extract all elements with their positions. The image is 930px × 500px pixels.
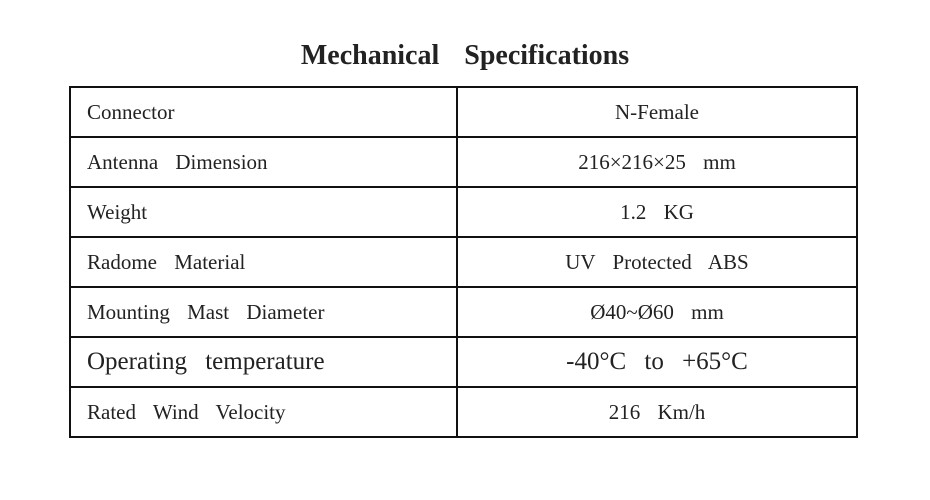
spec-row: Operating temperature -40°C to +65°C [69, 336, 858, 388]
spec-label: Antenna Dimension [69, 136, 458, 188]
spec-value: 216×216×25 mm [456, 136, 858, 188]
spec-label: Rated Wind Velocity [69, 386, 458, 438]
spec-label: Operating temperature [69, 336, 458, 388]
title: Mechanical Specifications [300, 40, 630, 71]
spec-label: Mounting Mast Diameter [69, 286, 458, 338]
spec-label: Connector [69, 86, 458, 138]
spec-value: Ø40~Ø60 mm [456, 286, 858, 338]
spec-row: Rated Wind Velocity 216 Km/h [69, 386, 858, 438]
spec-table: Connector N-Female Antenna Dimension 216×21… [69, 86, 858, 438]
spec-value: UV Protected ABS [456, 236, 858, 288]
spec-value: 1.2 KG [456, 186, 858, 238]
spec-row: Antenna Dimension 216×216×25 mm [69, 136, 858, 188]
spec-row: Weight 1.2 KG [69, 186, 858, 238]
spec-value: 216 Km/h [456, 386, 858, 438]
spec-row: Mounting Mast Diameter Ø40~Ø60 mm [69, 286, 858, 338]
spec-row: Radome Material UV Protected ABS [69, 236, 858, 288]
spec-value: -40°C to +65°C [456, 336, 858, 388]
spec-label: Radome Material [69, 236, 458, 288]
spec-row: Connector N-Female [69, 86, 858, 138]
spec-value: N-Female [456, 86, 858, 138]
spec-label: Weight [69, 186, 458, 238]
